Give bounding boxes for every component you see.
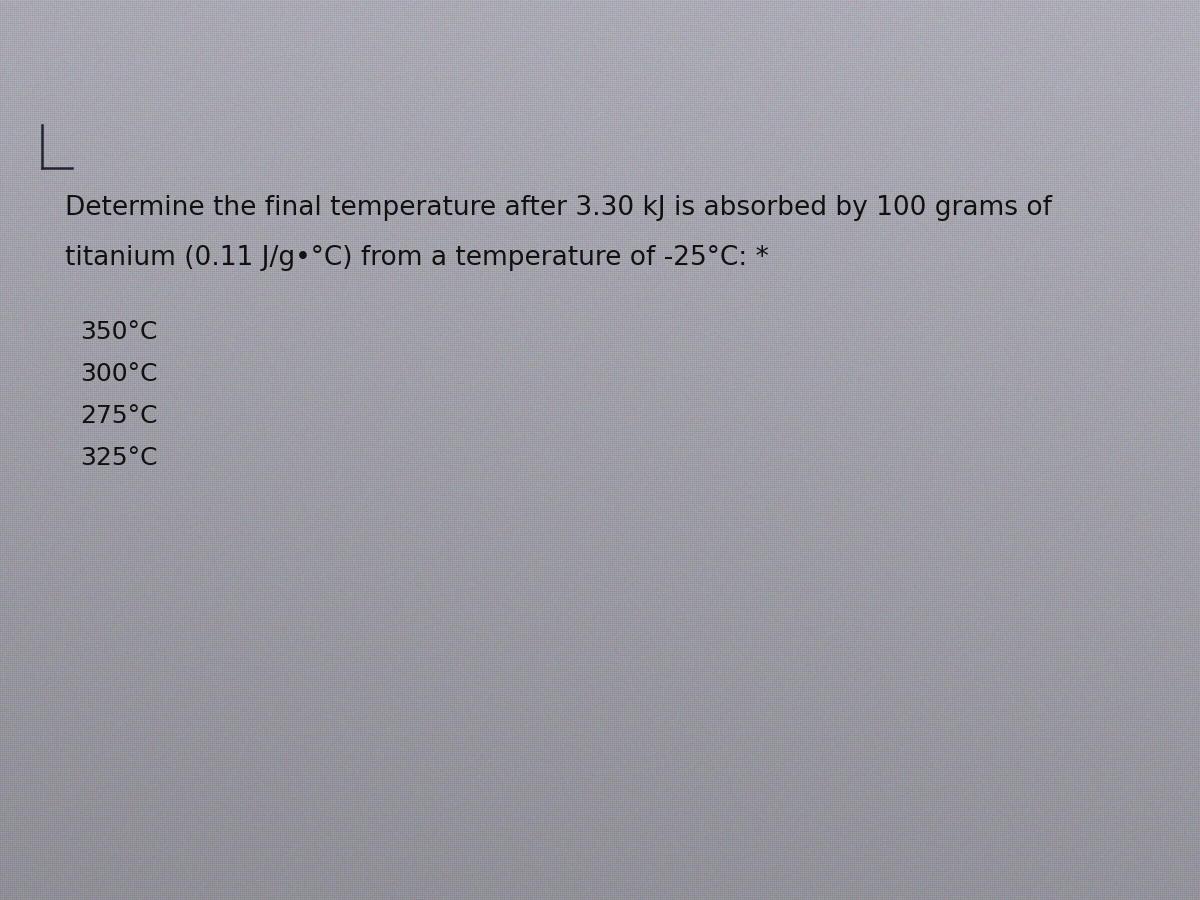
Text: 275°C: 275°C	[80, 404, 157, 428]
Text: titanium (0.11 J/g•°C) from a temperature of -25°C: *: titanium (0.11 J/g•°C) from a temperatur…	[65, 245, 769, 271]
Text: 325°C: 325°C	[80, 446, 157, 470]
Text: 350°C: 350°C	[80, 320, 157, 344]
Text: 300°C: 300°C	[80, 362, 157, 386]
Text: Determine the final temperature after 3.30 kJ is absorbed by 100 grams of: Determine the final temperature after 3.…	[65, 195, 1052, 221]
